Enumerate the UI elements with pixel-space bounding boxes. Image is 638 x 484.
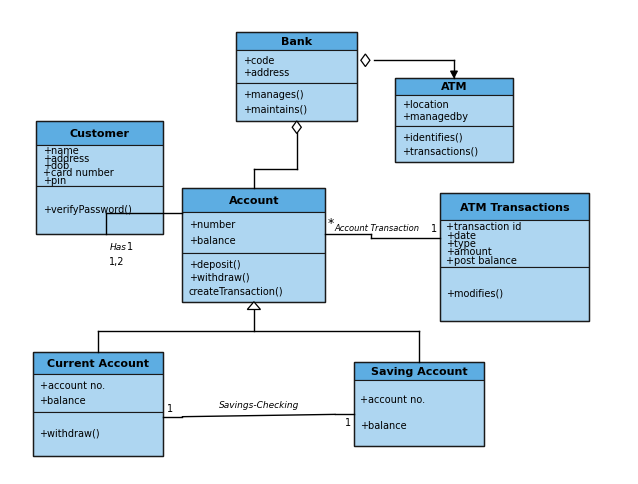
Text: 1: 1 [345, 417, 351, 427]
Text: +date: +date [446, 230, 476, 240]
Bar [182, 189, 325, 302]
Bar [237, 84, 357, 121]
Text: +maintains(): +maintains() [243, 104, 307, 114]
Bar [33, 375, 163, 412]
Bar [237, 51, 357, 84]
Text: +transaction id: +transaction id [446, 222, 521, 232]
Bar [440, 267, 589, 321]
Bar [237, 32, 357, 121]
Text: +dob: +dob [43, 161, 69, 171]
Text: +account no.: +account no. [360, 394, 426, 404]
Text: +transactions(): +transactions() [401, 146, 478, 156]
Bar [33, 412, 163, 456]
Bar [182, 254, 325, 302]
Text: Has: Has [109, 242, 126, 251]
Text: +managedby: +managedby [401, 112, 468, 121]
Bar [440, 221, 589, 267]
Text: +balance: +balance [189, 236, 235, 245]
Bar [395, 78, 513, 163]
Polygon shape [248, 302, 260, 310]
Text: Savings-Checking: Savings-Checking [218, 400, 299, 409]
Bar [36, 145, 163, 186]
Text: +pin: +pin [43, 175, 66, 185]
Text: *: * [328, 216, 334, 229]
Text: ATM Transactions: ATM Transactions [459, 202, 569, 212]
Polygon shape [450, 72, 457, 78]
Text: +address: +address [243, 68, 289, 78]
Text: Bank: Bank [281, 37, 313, 47]
Bar [182, 213, 325, 254]
Text: Customer: Customer [70, 129, 130, 138]
Text: 1: 1 [431, 224, 437, 234]
Text: +account no.: +account no. [40, 380, 105, 390]
Bar [440, 194, 589, 321]
Bar [182, 189, 325, 213]
Polygon shape [361, 55, 370, 67]
Bar [33, 353, 163, 375]
Text: +deposit(): +deposit() [189, 259, 241, 269]
Text: +name: +name [43, 146, 78, 156]
Text: +balance: +balance [360, 420, 407, 430]
Text: +identifies(): +identifies() [401, 132, 462, 142]
Bar [440, 194, 589, 221]
Bar [354, 363, 484, 380]
Text: Account Transaction: Account Transaction [335, 223, 420, 232]
Text: +withdraw(): +withdraw() [40, 428, 100, 438]
Text: +verifyPassword(): +verifyPassword() [43, 204, 131, 214]
Text: +manages(): +manages() [243, 90, 304, 100]
Text: +location: +location [401, 100, 449, 110]
Bar [395, 96, 513, 127]
Text: Saving Account: Saving Account [371, 366, 468, 376]
Text: Current Account: Current Account [47, 359, 149, 368]
Text: +balance: +balance [40, 395, 86, 405]
Bar [36, 121, 163, 145]
Text: +post balance: +post balance [446, 255, 517, 265]
Text: createTransaction(): createTransaction() [189, 286, 283, 296]
Bar [395, 127, 513, 163]
Text: +number: +number [189, 220, 235, 229]
Bar [237, 32, 357, 51]
Bar [395, 78, 513, 96]
Text: +address: +address [43, 153, 89, 163]
Text: Account: Account [228, 196, 279, 206]
Text: 1: 1 [126, 242, 133, 252]
Text: ATM: ATM [441, 82, 467, 92]
Bar [36, 121, 163, 235]
Text: +card number: +card number [43, 168, 114, 178]
Text: +amount: +amount [446, 247, 492, 257]
Text: +code: +code [243, 56, 274, 66]
Text: 1,2: 1,2 [109, 256, 125, 266]
Text: 1: 1 [167, 403, 173, 413]
Text: +withdraw(): +withdraw() [189, 272, 249, 282]
Text: +modifies(): +modifies() [446, 287, 503, 298]
Bar [33, 353, 163, 456]
Text: +type: +type [446, 239, 476, 248]
Bar [36, 186, 163, 235]
Bar [354, 380, 484, 447]
Polygon shape [292, 121, 301, 134]
Bar [354, 363, 484, 447]
